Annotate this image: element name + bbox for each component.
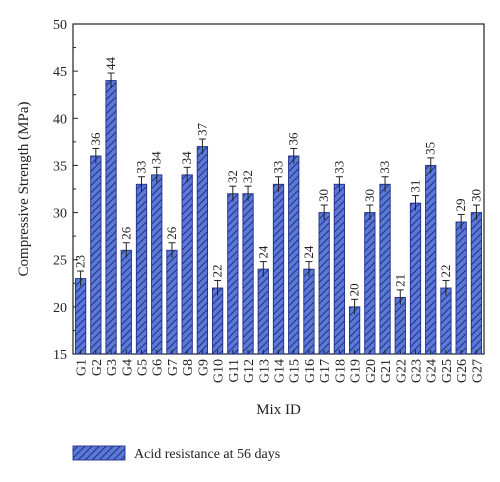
legend-swatch [72, 445, 126, 461]
data-label-G3: 44 [103, 57, 118, 71]
data-label-G22: 21 [392, 274, 407, 287]
data-label-G7: 26 [164, 226, 179, 240]
x-tick-label-G17: G17 [318, 359, 333, 383]
bar-G15 [288, 155, 300, 355]
data-label-G25: 22 [438, 264, 453, 277]
bar-G23 [409, 202, 422, 355]
y-tick-label: 20 [53, 301, 67, 316]
bar-G22 [394, 296, 406, 355]
y-tick-label: 35 [53, 159, 67, 174]
y-tick-label: 40 [53, 112, 67, 127]
data-label-G15: 36 [286, 132, 301, 146]
data-label-G8: 34 [179, 151, 194, 165]
bar-G12 [242, 193, 254, 355]
data-label-G19: 20 [347, 283, 362, 296]
bar-G5 [135, 183, 148, 355]
legend-label: Acid resistance at 56 days [134, 447, 280, 462]
x-tick-label-G27: G27 [470, 359, 485, 383]
x-tick-label-G11: G11 [227, 359, 242, 383]
x-tick-label-G25: G25 [440, 359, 455, 383]
x-tick-label-G3: G3 [105, 359, 120, 376]
data-label-G14: 33 [271, 161, 286, 174]
y-tick-label: 15 [53, 348, 67, 363]
data-label-G20: 30 [362, 189, 377, 202]
x-tick-label-G18: G18 [333, 359, 348, 383]
x-tick-label-G24: G24 [425, 359, 440, 383]
x-axis-title: Mix ID [256, 402, 301, 418]
x-tick-label-G15: G15 [288, 359, 303, 383]
bar-G3 [105, 80, 117, 355]
bar-G18 [333, 183, 346, 355]
data-label-G23: 31 [408, 180, 423, 193]
bar-G10 [211, 287, 224, 355]
bar-G8 [181, 174, 193, 355]
data-label-G10: 22 [210, 264, 225, 277]
bar-G24 [425, 164, 437, 355]
data-label-G21: 33 [377, 161, 392, 174]
bar-G14 [272, 183, 285, 355]
y-tick-label: 30 [53, 207, 67, 222]
x-tick-label-G2: G2 [90, 359, 105, 376]
bar-G17 [318, 212, 330, 355]
x-tick-label-G21: G21 [379, 359, 394, 383]
data-label-G18: 33 [331, 161, 346, 174]
data-label-G27: 30 [468, 189, 483, 202]
data-label-G4: 26 [118, 226, 133, 240]
y-axis-title: Compressive Strength (MPa) [16, 102, 32, 277]
bar-G26 [455, 221, 467, 355]
bar-G6 [151, 174, 163, 355]
data-label-G17: 30 [316, 189, 331, 202]
bar-G16 [303, 268, 315, 355]
bar-G7 [166, 249, 178, 355]
legend: Acid resistance at 56 days [72, 445, 280, 462]
bar-G27 [470, 212, 483, 355]
bar-G9 [196, 146, 209, 355]
bar-G21 [379, 183, 391, 355]
x-tick-label-G10: G10 [212, 359, 227, 383]
bar-G2 [90, 155, 102, 355]
data-label-G1: 23 [73, 255, 88, 268]
bar-G11 [227, 193, 239, 355]
data-label-G26: 29 [453, 198, 468, 211]
bar-G4 [120, 249, 132, 355]
y-tick-label: 45 [53, 65, 67, 80]
x-tick-label-G1: G1 [75, 359, 90, 376]
x-tick-label-G19: G19 [349, 359, 364, 383]
x-tick-label-G22: G22 [394, 359, 409, 383]
data-label-G16: 24 [301, 245, 316, 259]
x-tick-label-G5: G5 [136, 359, 151, 376]
bar-G25 [440, 287, 452, 355]
data-label-G6: 34 [149, 151, 164, 165]
x-tick-label-G6: G6 [151, 359, 166, 376]
bar-G20 [364, 212, 376, 355]
y-axis: 15 20 25 30 35 40 45 50 [53, 18, 78, 363]
x-axis: G1 G2 G3 G4 G5 G6 G7 G8 G9 G10 G11 G12 G13 G14 G15 G16 G… [75, 350, 485, 383]
x-tick-label-G9: G9 [196, 359, 211, 376]
data-label-G5: 33 [134, 161, 149, 174]
x-tick-label-G16: G16 [303, 359, 318, 383]
x-tick-label-G26: G26 [455, 359, 470, 383]
data-label-G13: 24 [255, 245, 270, 259]
data-label-G24: 35 [423, 142, 438, 155]
bar-G13 [257, 268, 269, 355]
data-label-G12: 32 [240, 170, 255, 183]
data-label-G11: 32 [225, 170, 240, 183]
data-label-G9: 37 [194, 123, 209, 137]
x-tick-label-G8: G8 [181, 359, 196, 376]
x-tick-label-G4: G4 [120, 359, 135, 376]
y-tick-label: 25 [53, 254, 67, 269]
x-tick-label-G14: G14 [273, 359, 288, 383]
x-tick-label-G20: G20 [364, 359, 379, 383]
x-tick-label-G13: G13 [257, 359, 272, 383]
y-tick-label: 50 [53, 18, 67, 33]
x-tick-label-G23: G23 [410, 359, 425, 383]
bar-G1 [74, 278, 87, 355]
x-tick-label-G12: G12 [242, 359, 257, 383]
x-tick-label-G7: G7 [166, 359, 181, 376]
data-label-G2: 36 [88, 132, 103, 146]
